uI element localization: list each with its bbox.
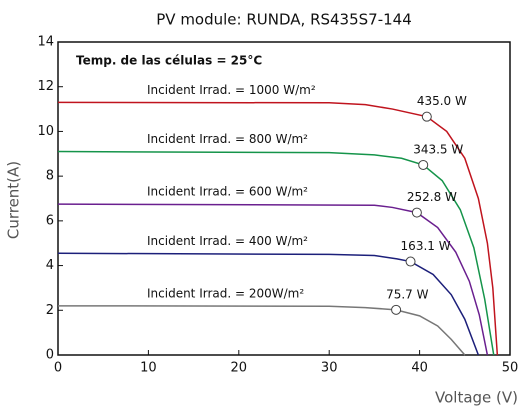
series-label: Incident Irrad. = 800 W/m²	[147, 132, 308, 146]
series-label: Incident Irrad. = 600 W/m²	[147, 185, 308, 199]
series-label: Incident Irrad. = 1000 W/m²	[147, 83, 316, 97]
x-tick-label: 30	[321, 361, 338, 376]
x-tick-label: 50	[502, 361, 519, 376]
y-tick-label: 10	[37, 124, 54, 139]
mpp-marker	[418, 159, 429, 170]
series-line	[57, 101, 499, 356]
mpp-label: 163.1 W	[401, 239, 451, 253]
mpp-marker	[421, 111, 432, 122]
series-label: Incident Irrad. = 400 W/m²	[147, 234, 308, 248]
series-line	[57, 150, 495, 356]
annotation: Temp. de las células = 25°C	[76, 54, 262, 68]
series-line	[57, 252, 480, 356]
y-tick-label: 14	[37, 35, 54, 50]
mpp-label: 343.5 W	[413, 142, 463, 156]
mpp-label: 75.7 W	[386, 287, 429, 301]
x-tick-label: 20	[231, 361, 248, 376]
y-tick-label: 0	[46, 348, 54, 363]
y-axis-label: Current(A)	[5, 161, 23, 239]
mpp-marker	[411, 207, 422, 218]
mpp-label: 435.0 W	[417, 94, 467, 108]
series-line	[57, 305, 466, 356]
x-tick-label: 10	[140, 361, 157, 376]
x-axis-label: Voltage (V)	[435, 389, 518, 407]
chart-title: PV module: RUNDA, RS435S7-144	[156, 11, 412, 29]
x-tick-label: 0	[54, 361, 62, 376]
series-label: Incident Irrad. = 200W/m²	[147, 286, 304, 300]
y-tick-label: 4	[46, 258, 54, 273]
series-line	[57, 203, 489, 356]
mpp-marker	[391, 304, 402, 315]
mpp-label: 252.8 W	[407, 190, 457, 204]
y-tick-label: 2	[46, 303, 54, 318]
y-tick-label: 8	[46, 169, 54, 184]
y-tick-label: 12	[37, 79, 54, 94]
mpp-marker	[405, 256, 416, 267]
y-tick-label: 6	[46, 213, 54, 228]
x-tick-label: 40	[411, 361, 428, 376]
plot-frame	[57, 41, 511, 356]
